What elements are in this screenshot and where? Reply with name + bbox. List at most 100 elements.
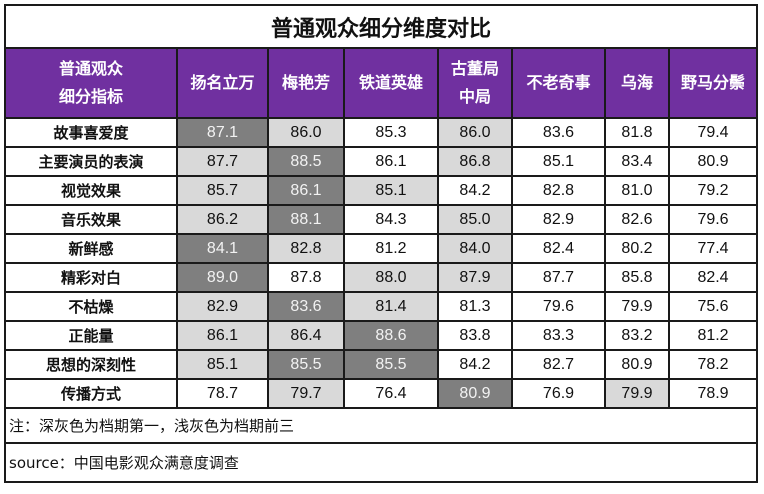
- score-cell: 82.8: [267, 233, 345, 264]
- score-cell: 81.2: [667, 320, 759, 351]
- score-cell: 79.4: [667, 117, 759, 148]
- score-cell: 88.6: [343, 320, 439, 351]
- note-text: 注：深灰色为档期第一，浅灰色为档期前三: [3, 407, 759, 444]
- score-cell: 83.6: [267, 291, 345, 322]
- score-cell: 80.9: [667, 146, 759, 177]
- score-cell: 85.1: [343, 175, 439, 206]
- comparison-table-container: 普通观众细分维度对比 普通观众 细分指标 扬名立万 梅艳芳 铁道英雄 古董局 中局 …: [3, 4, 759, 483]
- score-cell: 79.9: [604, 378, 670, 409]
- score-cell: 82.6: [604, 204, 670, 235]
- score-cell: 83.4: [604, 146, 670, 177]
- row-label: 故事喜爱度: [4, 117, 178, 148]
- header-movie: 不老奇事: [511, 47, 606, 119]
- score-cell: 83.6: [511, 117, 606, 148]
- score-cell: 82.4: [511, 233, 606, 264]
- row-label: 主要演员的表演: [4, 146, 178, 177]
- score-cell: 84.2: [437, 175, 513, 206]
- row-label: 传播方式: [4, 378, 178, 409]
- score-cell: 87.7: [511, 262, 606, 293]
- score-cell: 86.8: [437, 146, 513, 177]
- score-cell: 81.3: [437, 291, 513, 322]
- score-cell: 82.4: [667, 262, 759, 293]
- header-corner: 普通观众 细分指标: [4, 47, 178, 119]
- score-cell: 85.1: [511, 146, 606, 177]
- score-cell: 88.5: [267, 146, 345, 177]
- score-cell: 85.5: [343, 349, 439, 380]
- score-cell: 84.1: [176, 233, 269, 264]
- score-cell: 76.9: [511, 378, 606, 409]
- score-cell: 87.7: [176, 146, 269, 177]
- score-cell: 85.0: [437, 204, 513, 235]
- header-row: 普通观众 细分指标 扬名立万 梅艳芳 铁道英雄 古董局 中局 不老奇事 乌海 野马分…: [4, 47, 759, 119]
- score-cell: 79.6: [511, 291, 606, 322]
- header-movie: 古董局 中局: [437, 47, 513, 119]
- header-movie: 扬名立万: [176, 47, 269, 119]
- source-text: source：中国电影观众满意度调查: [3, 442, 759, 483]
- score-cell: 83.8: [437, 320, 513, 351]
- score-cell: 81.2: [343, 233, 439, 264]
- table-row: 正能量 86.1 86.4 88.6 83.8 83.3 83.2 81.2: [4, 320, 759, 351]
- table-row: 视觉效果 85.7 86.1 85.1 84.2 82.8 81.0 79.2: [4, 175, 759, 206]
- score-cell: 85.5: [267, 349, 345, 380]
- score-cell: 88.1: [267, 204, 345, 235]
- score-cell: 83.3: [511, 320, 606, 351]
- score-cell: 78.2: [667, 349, 759, 380]
- score-cell: 86.4: [267, 320, 345, 351]
- score-cell: 82.8: [511, 175, 606, 206]
- row-label: 视觉效果: [4, 175, 178, 206]
- table-title: 普通观众细分维度对比: [3, 4, 759, 49]
- table-row: 不枯燥 82.9 83.6 81.4 81.3 79.6 79.9 75.6: [4, 291, 759, 322]
- header-movie: 铁道英雄: [343, 47, 439, 119]
- score-cell: 81.0: [604, 175, 670, 206]
- score-cell: 79.2: [667, 175, 759, 206]
- header-movie: 乌海: [604, 47, 670, 119]
- table-row: 主要演员的表演 87.7 88.5 86.1 86.8 85.1 83.4 80.9: [4, 146, 759, 177]
- row-label: 新鲜感: [4, 233, 178, 264]
- score-cell: 80.2: [604, 233, 670, 264]
- score-cell: 85.7: [176, 175, 269, 206]
- row-label: 正能量: [4, 320, 178, 351]
- score-cell: 76.4: [343, 378, 439, 409]
- table-row: 新鲜感 84.1 82.8 81.2 84.0 82.4 80.2 77.4: [4, 233, 759, 264]
- score-cell: 75.6: [667, 291, 759, 322]
- row-label: 不枯燥: [4, 291, 178, 322]
- score-cell: 79.6: [667, 204, 759, 235]
- score-cell: 80.9: [437, 378, 513, 409]
- score-cell: 86.1: [176, 320, 269, 351]
- table-row: 思想的深刻性 85.1 85.5 85.5 84.2 82.7 80.9 78.2: [4, 349, 759, 380]
- table-row: 精彩对白 89.0 87.8 88.0 87.9 87.7 85.8 82.4: [4, 262, 759, 293]
- score-cell: 85.3: [343, 117, 439, 148]
- score-cell: 86.1: [343, 146, 439, 177]
- table-row: 故事喜爱度 87.1 86.0 85.3 86.0 83.6 81.8 79.4: [4, 117, 759, 148]
- score-cell: 86.1: [267, 175, 345, 206]
- header-movie: 梅艳芳: [267, 47, 345, 119]
- score-cell: 78.9: [667, 378, 759, 409]
- score-cell: 87.1: [176, 117, 269, 148]
- score-cell: 82.9: [176, 291, 269, 322]
- score-cell: 78.7: [176, 378, 269, 409]
- score-cell: 82.9: [511, 204, 606, 235]
- score-cell: 85.1: [176, 349, 269, 380]
- score-cell: 86.0: [437, 117, 513, 148]
- score-cell: 84.2: [437, 349, 513, 380]
- table-row: 传播方式 78.7 79.7 76.4 80.9 76.9 79.9 78.9: [4, 378, 759, 409]
- score-cell: 86.0: [267, 117, 345, 148]
- score-cell: 83.2: [604, 320, 670, 351]
- row-label: 精彩对白: [4, 262, 178, 293]
- score-cell: 81.8: [604, 117, 670, 148]
- score-cell: 81.4: [343, 291, 439, 322]
- score-cell: 80.9: [604, 349, 670, 380]
- score-cell: 79.9: [604, 291, 670, 322]
- header-movie: 野马分鬃: [667, 47, 759, 119]
- table-row: 音乐效果 86.2 88.1 84.3 85.0 82.9 82.6 79.6: [4, 204, 759, 235]
- score-cell: 89.0: [176, 262, 269, 293]
- score-cell: 84.0: [437, 233, 513, 264]
- score-cell: 77.4: [667, 233, 759, 264]
- score-cell: 79.7: [267, 378, 345, 409]
- score-cell: 82.7: [511, 349, 606, 380]
- row-label: 思想的深刻性: [4, 349, 178, 380]
- score-cell: 86.2: [176, 204, 269, 235]
- score-cell: 85.8: [604, 262, 670, 293]
- score-cell: 87.8: [267, 262, 345, 293]
- score-cell: 88.0: [343, 262, 439, 293]
